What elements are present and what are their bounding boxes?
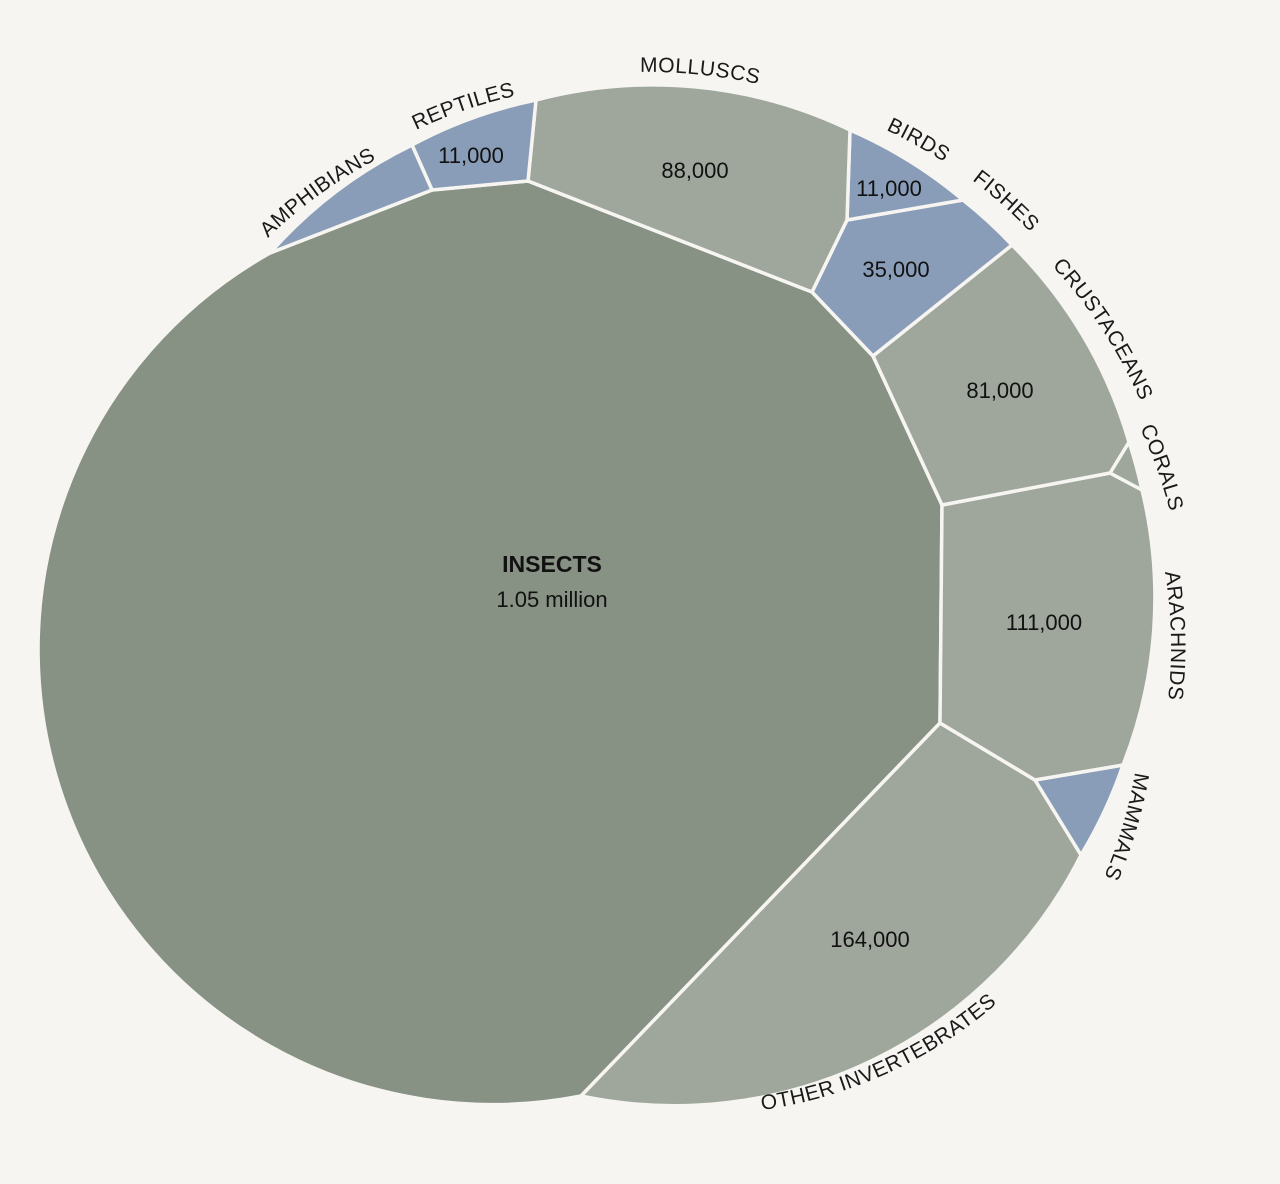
insects-value-label: 1.05 million — [496, 587, 607, 612]
fishes-value-label: 35,000 — [862, 257, 929, 282]
cell-other-invertebrates — [579, 721, 1083, 1108]
cell-reptiles — [410, 98, 538, 192]
value-labels-layer: INSECTS 1.05 million 164,000 111,000 88,… — [438, 143, 1082, 952]
cell-birds — [845, 128, 965, 222]
birds-value-label: 11,000 — [856, 176, 922, 201]
arachnids-value-label: 111,000 — [1006, 610, 1082, 635]
cell-arachnids — [938, 471, 1157, 782]
cell-crustaceans — [871, 243, 1131, 507]
reptiles-value-label: 11,000 — [438, 143, 504, 168]
cell-insects — [36, 179, 944, 1107]
crustaceans-value-label: 81,000 — [966, 378, 1033, 403]
arachnids-rim-label: ARACHNIDS — [1160, 569, 1189, 701]
other-invertebrates-value-label: 164,000 — [830, 927, 910, 952]
cell-molluscs — [526, 83, 852, 294]
molluscs-value-label: 88,000 — [661, 158, 728, 183]
arachnids-rim-text: ARACHNIDS — [1160, 569, 1188, 701]
cell-amphibians — [268, 143, 434, 255]
insects-title-label: INSECTS — [502, 551, 602, 577]
cells-layer — [36, 83, 1157, 1108]
